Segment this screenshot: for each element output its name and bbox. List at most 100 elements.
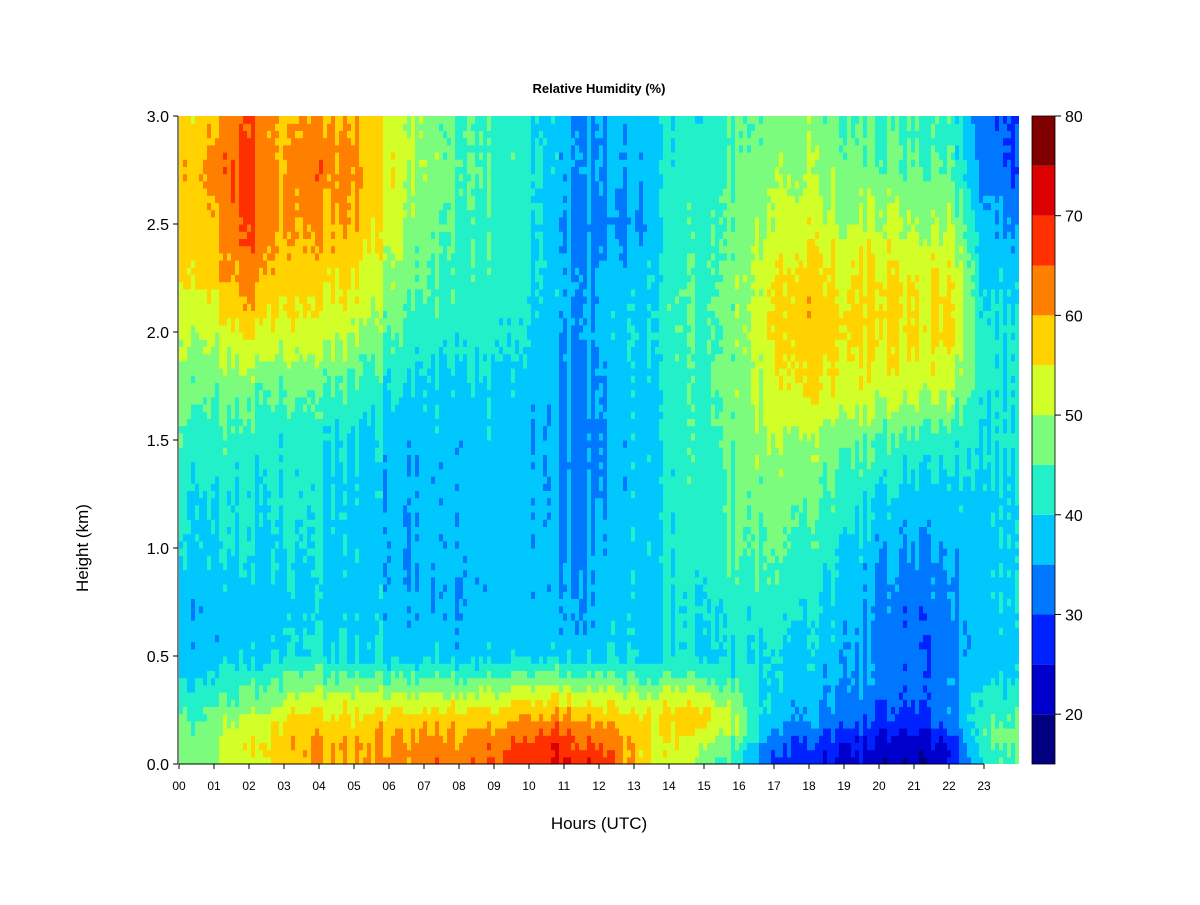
heatmap-cell bbox=[771, 332, 776, 340]
heatmap-cell bbox=[523, 353, 528, 369]
heatmap-cell bbox=[439, 468, 444, 499]
heatmap-cell bbox=[755, 468, 760, 592]
heatmap-cell bbox=[275, 130, 280, 139]
heatmap-cell bbox=[951, 288, 956, 304]
heatmap-cell bbox=[279, 454, 284, 463]
heatmap-cell bbox=[803, 720, 808, 736]
heatmap-cell bbox=[807, 130, 812, 218]
heatmap-cell bbox=[471, 144, 476, 153]
heatmap-cell bbox=[315, 576, 320, 585]
heatmap-cell bbox=[463, 137, 468, 340]
heatmap-cell bbox=[599, 461, 604, 470]
heatmap-cell bbox=[483, 116, 488, 355]
heatmap-cell bbox=[839, 648, 844, 664]
heatmap-cell bbox=[1007, 504, 1012, 513]
heatmap-cell bbox=[803, 497, 808, 599]
heatmap-cell bbox=[283, 360, 288, 391]
heatmap-cell bbox=[939, 159, 944, 167]
heatmap-cell bbox=[659, 123, 664, 160]
heatmap-cell bbox=[563, 173, 568, 182]
heatmap-cell bbox=[751, 260, 756, 275]
heatmap-cell bbox=[719, 641, 724, 657]
heatmap-cell bbox=[819, 267, 824, 275]
heatmap-cell bbox=[679, 677, 684, 693]
heatmap-cell bbox=[891, 274, 896, 347]
heatmap-cell bbox=[607, 670, 612, 686]
heatmap-cell bbox=[899, 728, 904, 764]
heatmap-cell bbox=[471, 281, 476, 398]
heatmap-cell bbox=[995, 116, 1000, 131]
heatmap-cell bbox=[903, 756, 908, 764]
heatmap-cell bbox=[1007, 116, 1012, 124]
heatmap-cell bbox=[679, 735, 684, 764]
heatmap-cell bbox=[843, 339, 848, 412]
heatmap-cell bbox=[687, 209, 692, 218]
heatmap-cell bbox=[571, 706, 576, 722]
heatmap-cell bbox=[451, 267, 456, 275]
heatmap-cell bbox=[443, 353, 448, 542]
heatmap-cell bbox=[311, 317, 316, 355]
heatmap-cell bbox=[603, 418, 608, 520]
heatmap-cell bbox=[815, 454, 820, 463]
heatmap-cell bbox=[391, 188, 396, 254]
heatmap-cell bbox=[615, 209, 620, 218]
heatmap-cell bbox=[571, 166, 576, 283]
heatmap-cell bbox=[599, 396, 604, 405]
heatmap-cell bbox=[791, 346, 796, 355]
heatmap-cell bbox=[347, 368, 352, 434]
heatmap-cell bbox=[183, 159, 188, 167]
heatmap-cell bbox=[711, 396, 716, 405]
heatmap-cell bbox=[431, 483, 436, 563]
heatmap-cell bbox=[963, 159, 968, 175]
heatmap-cell bbox=[691, 432, 696, 441]
heatmap-cell bbox=[275, 245, 280, 254]
heatmap-cell bbox=[383, 684, 388, 700]
heatmap-cell bbox=[647, 310, 652, 319]
heatmap-cell bbox=[455, 447, 460, 455]
heatmap-cell bbox=[267, 684, 272, 715]
heatmap-cell bbox=[235, 317, 240, 355]
heatmap-cell bbox=[823, 684, 828, 729]
heatmap-cell bbox=[719, 216, 724, 225]
heatmap-cell bbox=[1015, 620, 1019, 628]
heatmap-cell bbox=[959, 252, 964, 261]
heatmap-cell bbox=[859, 245, 864, 369]
heatmap-cell bbox=[183, 173, 188, 182]
heatmap-cell bbox=[871, 519, 876, 607]
heatmap-cell bbox=[327, 375, 332, 427]
heatmap-cell bbox=[247, 116, 252, 124]
heatmap-cell bbox=[879, 548, 884, 700]
heatmap-cell bbox=[475, 699, 480, 707]
heatmap-cell bbox=[375, 324, 380, 376]
heatmap-cell bbox=[1007, 231, 1012, 290]
heatmap-cell bbox=[819, 605, 824, 614]
heatmap-cell bbox=[563, 706, 568, 715]
heatmap-cell bbox=[571, 144, 576, 160]
heatmap-cell bbox=[835, 555, 840, 563]
heatmap-cell bbox=[555, 159, 560, 290]
heatmap-cell bbox=[571, 692, 576, 707]
heatmap-cell bbox=[863, 584, 868, 592]
heatmap-cell bbox=[375, 447, 380, 463]
heatmap-cell bbox=[779, 476, 784, 563]
heatmap-cell bbox=[1007, 288, 1012, 297]
heatmap-cell bbox=[539, 188, 544, 203]
heatmap-cell bbox=[295, 353, 300, 362]
heatmap-cell bbox=[987, 317, 992, 326]
heatmap-cell bbox=[819, 195, 824, 254]
heatmap-cell bbox=[239, 123, 244, 218]
heatmap-cell bbox=[811, 728, 816, 751]
heatmap-cell bbox=[823, 663, 828, 679]
heatmap-cell bbox=[311, 411, 316, 484]
heatmap-cell bbox=[767, 656, 772, 664]
heatmap-cell bbox=[303, 116, 308, 239]
heatmap-cell bbox=[319, 360, 324, 398]
heatmap-cell bbox=[675, 677, 680, 686]
heatmap-cell bbox=[903, 332, 908, 391]
heatmap-cell bbox=[607, 641, 612, 671]
heatmap-cell bbox=[683, 116, 688, 290]
heatmap-cell bbox=[607, 720, 612, 751]
heatmap-cell bbox=[715, 663, 720, 686]
heatmap-cell bbox=[423, 656, 428, 679]
heatmap-cell bbox=[583, 303, 588, 319]
